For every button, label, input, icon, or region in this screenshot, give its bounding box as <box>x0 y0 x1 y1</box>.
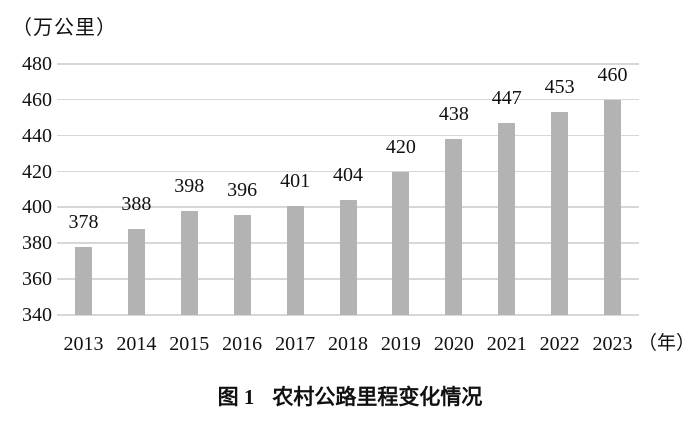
bar-value-label: 401 <box>280 169 311 192</box>
bar-2020 <box>445 139 463 315</box>
x-axis-unit-label: （年） <box>638 333 696 354</box>
x-axis-tick-label: 2013 <box>63 333 104 355</box>
x-axis-tick-label: 2015 <box>169 333 210 355</box>
gridline-340 <box>57 314 639 316</box>
bar-value-label: 438 <box>438 103 469 126</box>
gridline-480 <box>57 63 639 65</box>
bar-value-label: 420 <box>385 135 416 158</box>
bar-2016 <box>233 214 251 315</box>
x-axis-tick-label: 2022 <box>539 333 580 355</box>
y-axis-tick-label: 400 <box>22 196 52 219</box>
bar-value-label: 453 <box>544 76 575 99</box>
bar-value-label: 447 <box>491 87 522 110</box>
figure-caption: 图 1 农村公路里程变化情况 <box>0 381 700 411</box>
bar-value-label: 396 <box>227 178 258 201</box>
gridline-440 <box>57 134 639 137</box>
y-axis-tick-label: 380 <box>22 232 52 255</box>
bar-2022 <box>551 112 569 315</box>
bar-value-label: 398 <box>174 175 205 197</box>
figure-caption-label: 图 1 <box>217 385 255 409</box>
y-axis-tick-label: 460 <box>22 88 52 111</box>
x-axis-tick-label: 2017 <box>275 333 316 355</box>
bar-2018 <box>339 200 357 315</box>
gridline-420 <box>57 170 639 173</box>
bar-2019 <box>392 171 410 315</box>
bar-value-label: 388 <box>121 192 152 215</box>
bar-2014 <box>127 228 145 315</box>
x-axis-tick-label: 2023 <box>592 333 633 355</box>
y-axis-unit-label: （万公里） <box>12 17 117 39</box>
x-axis-tick-label: 2018 <box>328 333 368 355</box>
bar-2013 <box>74 246 92 315</box>
figure-caption-title: 农村公路里程变化情况 <box>272 385 483 409</box>
bar-value-label: 460 <box>597 63 628 86</box>
gridline-460 <box>57 98 639 101</box>
bar-2023 <box>604 99 622 315</box>
bar-2015 <box>180 211 198 315</box>
bar-2021 <box>498 123 516 315</box>
y-axis-tick-label: 420 <box>22 160 52 183</box>
bar-value-label: 378 <box>68 210 99 233</box>
y-axis-tick-label: 440 <box>22 124 52 147</box>
bar-2017 <box>286 205 304 315</box>
bar-value-label: 404 <box>333 164 363 187</box>
y-axis-tick-label: 360 <box>22 268 52 291</box>
y-axis-tick-label: 340 <box>22 304 52 326</box>
x-axis-tick-label: 2014 <box>116 333 157 355</box>
x-axis-tick-label: 2021 <box>486 333 527 355</box>
x-axis-tick-label: 2020 <box>433 333 474 355</box>
x-axis-tick-label: 2019 <box>380 333 421 355</box>
y-axis-tick-label: 480 <box>22 53 52 75</box>
x-axis-tick-label: 2016 <box>222 333 263 355</box>
